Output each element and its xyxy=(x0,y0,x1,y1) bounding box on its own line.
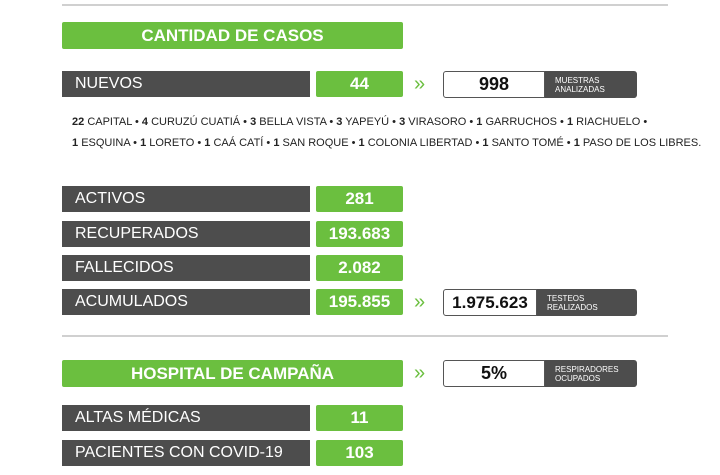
row-value: 11 xyxy=(316,405,403,431)
respirators-label: RESPIRADORES OCUPADOS xyxy=(545,360,637,387)
row-value: 103 xyxy=(316,440,403,466)
place: SAN ROQUE xyxy=(282,137,349,149)
count: 3 xyxy=(399,116,406,128)
row-value: 2.082 xyxy=(316,255,403,281)
tests-value: 1.975.623 xyxy=(443,289,537,316)
count: 1 xyxy=(358,137,365,149)
breakdown-item: 1 SAN ROQUE xyxy=(263,137,348,149)
breakdown-item: 1 ESQUINA xyxy=(72,137,130,149)
row-label: PACIENTES CON COVID-19 xyxy=(62,440,310,466)
count: 1 xyxy=(204,137,211,149)
breakdown-item: 1 RIACHUELO xyxy=(557,116,647,128)
breakdown-item: 1 SANTO TOMÉ xyxy=(472,137,563,149)
place: CAÁ CATÍ xyxy=(213,137,264,149)
place: SANTO TOMÉ xyxy=(491,137,564,149)
place: CAPITAL xyxy=(87,116,132,128)
row-label: RECUPERADOS xyxy=(62,221,310,247)
respirators-value: 5% xyxy=(443,360,545,387)
row-label: ACTIVOS xyxy=(62,186,310,212)
tests-label: MUESTRAS ANALIZADAS xyxy=(545,71,637,98)
section-header: CANTIDAD DE CASOS xyxy=(62,22,403,49)
place: CURUZÚ CUATIÁ xyxy=(151,116,241,128)
count: 1 xyxy=(476,116,483,128)
count: 1 xyxy=(273,137,280,149)
row-value: 195.855 xyxy=(316,289,403,315)
breakdown-item: 1 GARRUCHOS xyxy=(466,116,557,128)
count: 3 xyxy=(250,116,257,128)
tests-label: TESTEOS REALIZADOS xyxy=(537,289,637,316)
row-value: 193.683 xyxy=(316,221,403,247)
row-label: ALTAS MÉDICAS xyxy=(62,405,310,431)
place: RIACHUELO xyxy=(576,116,641,128)
breakdown-item: 3 YAPEYÚ xyxy=(326,116,389,128)
place: BELLA VISTA xyxy=(259,116,327,128)
place: ESQUINA xyxy=(81,137,131,149)
count: 1 xyxy=(566,116,574,128)
count: 3 xyxy=(336,116,343,128)
divider xyxy=(62,335,668,337)
row-value: 281 xyxy=(316,186,403,212)
count: 22 xyxy=(72,116,85,128)
row-label: ACUMULADOS xyxy=(62,289,310,315)
count: 1 xyxy=(482,137,489,149)
place: GARRUCHOS xyxy=(485,116,557,128)
row-label: NUEVOS xyxy=(62,71,310,97)
breakdown-item: 4 CURUZÚ CUATIÁ xyxy=(132,116,240,128)
breakdown-item: 3 VIRASORO xyxy=(389,116,466,128)
count: 1 xyxy=(72,137,79,149)
breakdown-item: 3 BELLA VISTA xyxy=(240,116,326,128)
breakdown-item: 1 CAÁ CATÍ xyxy=(194,137,263,149)
breakdown-item: 1 LORETO xyxy=(130,137,194,149)
breakdown-line: 1 ESQUINA1 LORETO1 CAÁ CATÍ1 SAN ROQUE1 … xyxy=(72,137,701,149)
breakdown-item: 22 CAPITAL xyxy=(72,116,132,128)
arrow xyxy=(414,289,436,315)
row-label: FALLECIDOS xyxy=(62,255,310,281)
arrow xyxy=(414,360,436,386)
breakdown-line: 22 CAPITAL4 CURUZÚ CUATIÁ3 BELLA VISTA3 … xyxy=(72,116,647,128)
divider xyxy=(62,4,668,6)
place: YAPEYÚ xyxy=(345,116,390,128)
place: VIRASORO xyxy=(408,116,467,128)
section-header: HOSPITAL DE CAMPAÑA xyxy=(62,360,403,387)
count: 1 xyxy=(140,137,147,149)
tests-value: 998 xyxy=(443,71,545,98)
place: LORETO xyxy=(149,137,195,149)
arrow xyxy=(414,71,436,97)
breakdown-item: 1 PASO DE LOS LIBRES xyxy=(564,137,702,149)
place: PASO DE LOS LIBRES xyxy=(582,137,699,149)
count: 1 xyxy=(573,137,580,149)
place: COLONIA LIBERTAD xyxy=(367,137,473,149)
breakdown-item: 1 COLONIA LIBERTAD xyxy=(349,137,473,149)
count: 4 xyxy=(141,116,149,128)
row-value: 44 xyxy=(316,71,403,97)
